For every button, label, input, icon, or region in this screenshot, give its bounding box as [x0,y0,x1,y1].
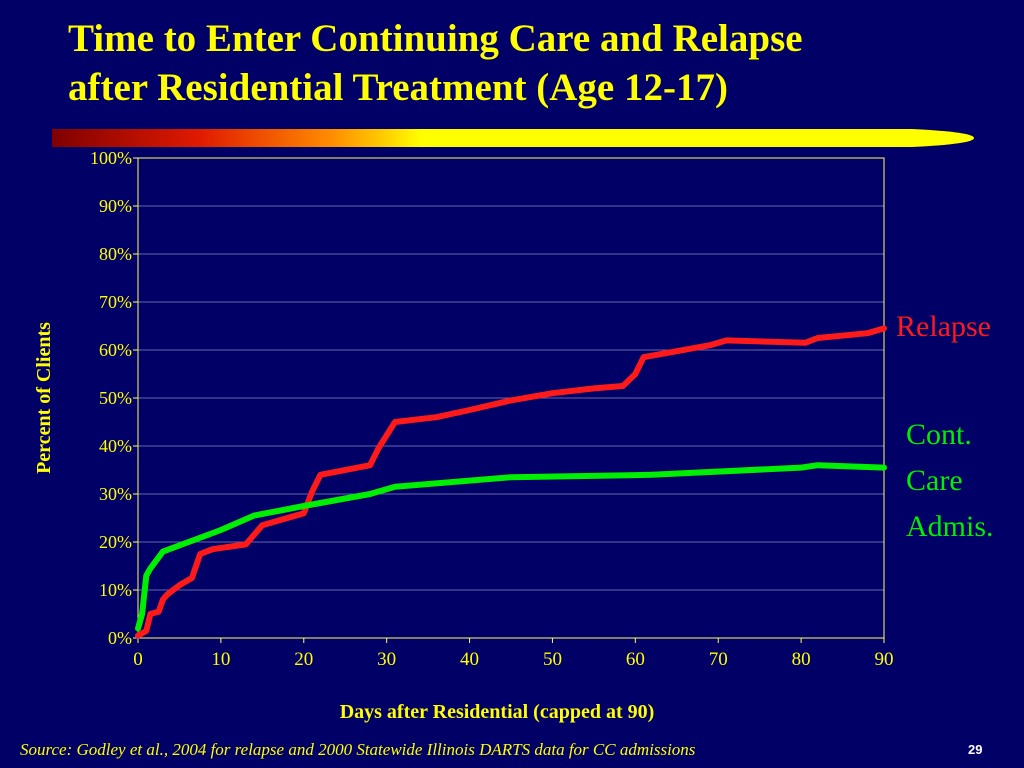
y-tick-label: 60% [99,340,132,360]
y-tick-label: 50% [99,388,132,408]
y-tick-label: 0% [108,628,132,648]
series-labels: Relapse Cont. Care Admis. [896,310,994,543]
series-label-relapse: Relapse [896,310,991,343]
slide-title: Time to Enter Continuing Care and Relaps… [68,14,1008,112]
title-line-1: Time to Enter Continuing Care and Relaps… [68,17,803,60]
x-tick-label: 20 [294,649,313,670]
x-tick-label: 90 [875,649,894,670]
x-tick-label: 30 [377,649,396,670]
series-label-cont-care: Cont. [906,418,972,451]
x-tick-label: 0 [133,649,143,670]
series-lines [135,325,887,639]
series-label-cont-care: Admis. [906,510,994,543]
x-tick-label: 60 [626,649,645,670]
x-axis-ticks: 0 10 20 30 40 50 60 70 80 90 [133,638,894,670]
x-axis-label: Days after Residential (capped at 90) [340,701,655,723]
y-tick-label: 100% [90,150,132,168]
y-axis-label: Percent of Clients [33,322,55,474]
x-tick-label: 80 [792,649,811,670]
y-tick-label: 90% [99,196,132,216]
series-line-cont-care [135,462,887,632]
x-tick-label: 70 [709,649,728,670]
title-rule [52,129,974,147]
series-label-cont-care: Care [906,464,963,497]
title-line-2: after Residential Treatment (Age 12-17) [68,66,728,109]
x-tick-label: 50 [543,649,562,670]
x-tick-label: 40 [460,649,479,670]
x-tick-label: 10 [211,649,230,670]
y-tick-label: 40% [99,436,132,456]
y-tick-label: 80% [99,244,132,264]
source-note: Source: Godley et al., 2004 for relapse … [20,740,696,759]
series-line-relapse [135,325,887,639]
line-chart: 0% 10% 20% 30% 40% 50% 60% 70% 80% 90% 100% 0 10 20 3… [33,150,994,723]
y-tick-label: 20% [99,532,132,552]
page-number: 29 [968,742,983,757]
y-axis-ticks: 0% 10% 20% 30% 40% 50% 60% 70% 80% 90% 100% [90,150,138,648]
y-tick-label: 70% [99,292,132,312]
y-tick-label: 10% [99,580,132,600]
y-tick-label: 30% [99,484,132,504]
